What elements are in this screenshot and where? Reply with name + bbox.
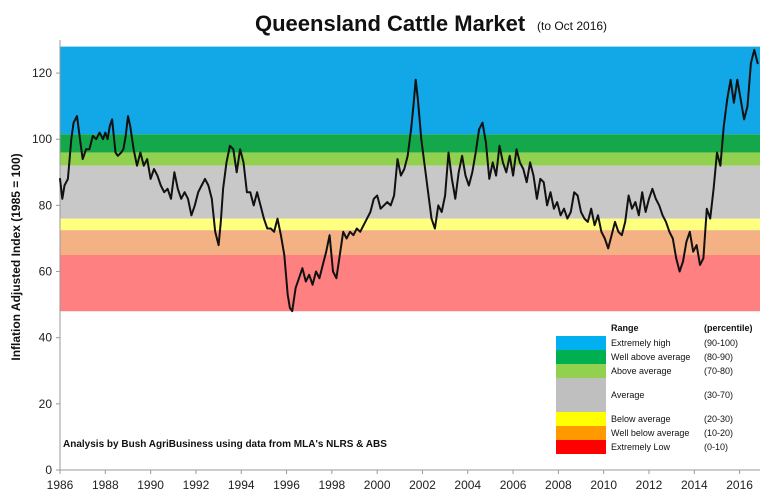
legend-label-4: Below average (611, 414, 671, 424)
x-tick-label-4: 1994 (228, 478, 255, 492)
y-tick-label-4: 80 (39, 198, 53, 212)
x-tick-label-2: 1990 (137, 478, 164, 492)
y-tick-label-3: 60 (39, 265, 53, 279)
band-2 (60, 152, 760, 166)
legend: Range (percentile) Extremely high (90-100) W… (555, 317, 765, 463)
legend-label-2: Above average (611, 366, 672, 376)
legend-label-1: Well above average (611, 352, 690, 362)
x-tick-label-7: 2000 (364, 478, 391, 492)
band-4 (60, 218, 760, 231)
y-tick-label-5: 100 (32, 132, 52, 146)
x-tick-label-3: 1992 (183, 478, 210, 492)
x-tick-label-6: 1998 (318, 478, 345, 492)
legend-swatch-5 (556, 426, 606, 440)
y-tick-label-2: 40 (39, 331, 53, 345)
band-3 (60, 165, 760, 219)
legend-swatch-0 (556, 336, 606, 350)
legend-swatch-4 (556, 412, 606, 426)
chart-subtitle: (to Oct 2016) (537, 19, 607, 33)
x-tick-label-0: 1986 (47, 478, 74, 492)
x-tick-label-14: 2014 (681, 478, 708, 492)
chart-title: Queensland Cattle Market (255, 11, 526, 36)
legend-percentile-1: (80-90) (704, 352, 733, 362)
y-tick-label-6: 120 (32, 66, 52, 80)
bands-layer (60, 46, 760, 312)
legend-label-5: Well below average (611, 428, 689, 438)
x-tick-label-9: 2004 (454, 478, 481, 492)
legend-header-range: Range (611, 323, 639, 333)
x-tick-label-11: 2008 (545, 478, 572, 492)
band-5 (60, 230, 760, 255)
legend-percentile-4: (20-30) (704, 414, 733, 424)
legend-percentile-6: (0-10) (704, 442, 728, 452)
legend-percentile-0: (90-100) (704, 338, 738, 348)
x-tick-label-8: 2002 (409, 478, 436, 492)
x-tick-label-10: 2006 (500, 478, 527, 492)
x-tick-label-5: 1996 (273, 478, 300, 492)
legend-swatch-3 (556, 378, 606, 412)
y-axis-title: Inflation Adjusted Index (1985 = 100) (9, 153, 23, 360)
legend-percentile-3: (30-70) (704, 390, 733, 400)
axes-layer: 0 20 40 60 80 100 120 1986 1988 1990 1992 1994 1996 1… (32, 40, 760, 492)
x-tick-label-13: 2012 (636, 478, 663, 492)
band-6 (60, 255, 760, 312)
legend-percentile-5: (10-20) (704, 428, 733, 438)
x-tick-label-15: 2016 (726, 478, 753, 492)
legend-swatch-6 (556, 440, 606, 454)
y-tick-label-1: 20 (39, 397, 53, 411)
series-layer (59, 48, 759, 313)
x-tick-label-1: 1988 (92, 478, 119, 492)
series-line-0 (59, 48, 759, 313)
y-tick-label-0: 0 (45, 463, 52, 477)
legend-swatch-2 (556, 364, 606, 378)
legend-header-percentile: (percentile) (704, 323, 753, 333)
legend-label-3: Average (611, 390, 644, 400)
legend-swatch-1 (556, 350, 606, 364)
source-annotation: Analysis by Bush AgriBusiness using data… (63, 439, 387, 450)
band-0 (60, 46, 760, 135)
legend-label-0: Extremely high (611, 338, 671, 348)
legend-label-6: Extremely Low (611, 442, 671, 452)
x-tick-label-12: 2010 (590, 478, 617, 492)
legend-percentile-2: (70-80) (704, 366, 733, 376)
